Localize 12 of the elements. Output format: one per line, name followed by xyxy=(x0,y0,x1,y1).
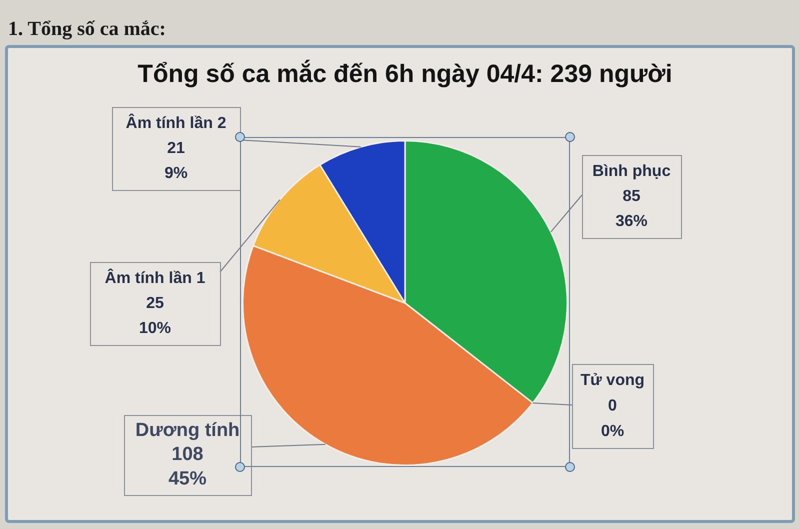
data-label: 25 10% xyxy=(138,294,172,338)
text: 1. Tổng số ca mắc: xyxy=(8,18,166,41)
data-label: 85 36% xyxy=(615,188,648,230)
data-label: 21 9% xyxy=(164,140,188,182)
slice-label: Bình phục xyxy=(592,162,671,180)
data-label: 108 45% xyxy=(168,444,207,490)
slice-label: Âm tính lần 1 xyxy=(104,268,206,287)
text: 0 0% xyxy=(600,397,624,440)
category-label: Tử vong xyxy=(580,372,645,389)
slice-label: Âm tính lần 2 xyxy=(126,112,226,132)
chart-title: Tổng số ca mắc đến 6h ngày 04/4: 239 người xyxy=(136,60,674,89)
slice-label: Dương tính xyxy=(135,420,240,441)
